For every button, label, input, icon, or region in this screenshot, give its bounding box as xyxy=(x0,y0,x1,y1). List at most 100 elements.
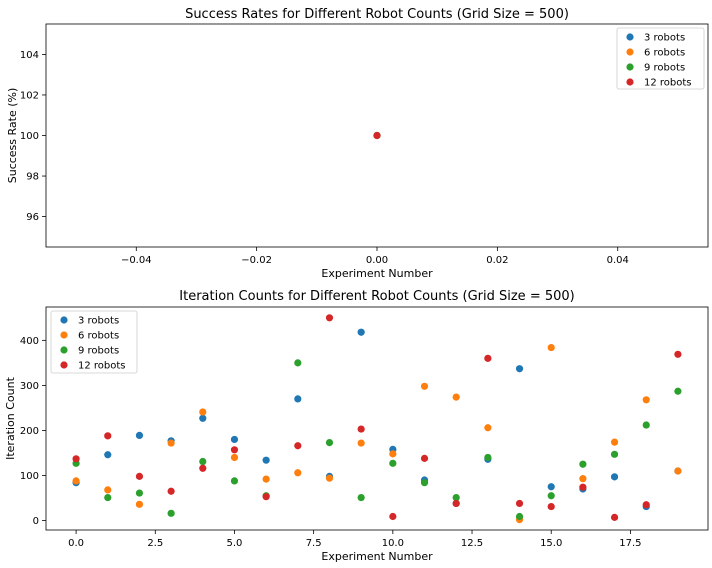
data-point xyxy=(199,414,207,422)
legend-box xyxy=(50,310,138,374)
data-point xyxy=(357,328,365,336)
legend-label: 12 robots xyxy=(78,361,126,372)
data-point xyxy=(294,442,302,450)
legend-box xyxy=(616,27,705,90)
data-point xyxy=(642,396,650,404)
legend-marker xyxy=(626,48,634,56)
y-axis-label: Iteration Count xyxy=(4,376,17,460)
x-axis: 0.0 2.5 5.0 7.5 10.0 12.5 15.0 17.5 xyxy=(68,530,642,549)
y-tick-label: 0 xyxy=(33,516,39,527)
data-point xyxy=(547,483,555,491)
data-point xyxy=(579,483,587,491)
data-point xyxy=(167,509,175,517)
legend-marker xyxy=(626,63,634,71)
data-point xyxy=(104,432,112,440)
data-point xyxy=(389,459,397,467)
legend-marker xyxy=(626,33,634,41)
legend-label: 6 robots xyxy=(78,331,119,342)
success-rate-chart: Success Rates for Different Robot Counts… xyxy=(6,7,709,280)
data-point xyxy=(420,454,429,462)
legend-marker xyxy=(60,331,68,339)
y-axis-label: Success Rate (%) xyxy=(6,88,19,184)
data-point xyxy=(72,477,80,485)
data-point xyxy=(420,382,429,390)
data-point xyxy=(104,493,112,502)
data-point xyxy=(230,453,239,462)
data-point xyxy=(642,501,650,509)
data-point xyxy=(452,499,460,508)
y-axis: 0 100 200 300 400 xyxy=(20,336,46,527)
data-point xyxy=(135,431,144,439)
data-point xyxy=(357,493,365,502)
data-point xyxy=(167,439,175,447)
x-axis-label: Experiment Number xyxy=(321,550,433,563)
y-tick-label: 300 xyxy=(20,381,39,392)
x-tick-label: 0.02 xyxy=(486,255,508,266)
legend-label: 9 robots xyxy=(78,346,119,357)
data-point xyxy=(230,435,239,444)
x-tick-label: 10.0 xyxy=(382,538,404,549)
data-point xyxy=(484,453,492,462)
y-tick-label: 200 xyxy=(20,426,39,437)
y-axis: 96 98 100 102 104 xyxy=(20,50,46,223)
data-point xyxy=(610,438,619,446)
data-point xyxy=(104,486,112,494)
legend-label: 3 robots xyxy=(78,316,119,327)
data-point xyxy=(515,512,524,521)
chart-title: Iteration Counts for Different Robot Cou… xyxy=(179,289,574,304)
data-point xyxy=(610,513,619,521)
legend-label: 12 robots xyxy=(644,78,692,89)
iteration-count-chart: Iteration Counts for Different Robot Cou… xyxy=(4,289,709,563)
x-tick-label: −0.04 xyxy=(121,255,152,266)
data-point xyxy=(674,387,682,395)
x-tick-label: 0.00 xyxy=(366,255,388,266)
y-tick-label: 100 xyxy=(20,471,39,482)
data-point xyxy=(199,408,207,416)
y-tick-label: 102 xyxy=(20,90,39,101)
data-point xyxy=(357,439,365,447)
legend-marker xyxy=(60,346,68,354)
x-tick-label: 12.5 xyxy=(461,538,483,549)
data-point xyxy=(104,451,112,459)
data-points xyxy=(72,314,682,524)
data-point xyxy=(199,464,207,472)
data-point xyxy=(674,467,682,475)
data-point xyxy=(325,314,334,322)
data-point xyxy=(262,456,270,464)
data-points xyxy=(373,131,381,140)
y-tick-label: 96 xyxy=(26,212,39,223)
data-point xyxy=(294,469,302,477)
x-tick-label: 2.5 xyxy=(147,538,163,549)
x-tick-label: −0.02 xyxy=(241,255,272,266)
y-tick-label: 100 xyxy=(20,131,39,142)
data-point xyxy=(373,131,381,140)
data-point xyxy=(135,472,144,480)
data-point xyxy=(452,393,460,401)
data-point xyxy=(579,475,587,483)
data-point xyxy=(484,424,492,432)
data-point xyxy=(135,489,144,497)
legend-marker xyxy=(626,78,634,86)
data-point xyxy=(135,500,144,508)
data-point xyxy=(674,350,682,358)
data-point xyxy=(547,343,555,352)
data-point xyxy=(515,499,524,508)
data-point xyxy=(262,493,270,501)
y-tick-label: 104 xyxy=(20,50,39,61)
x-tick-label: 7.5 xyxy=(306,538,322,549)
data-point xyxy=(230,446,239,454)
data-point xyxy=(452,493,460,502)
plot-area xyxy=(45,306,709,531)
data-point xyxy=(72,455,80,463)
legend: 3 robots 6 robots 9 robots 12 robots xyxy=(616,27,705,90)
legend-marker xyxy=(60,361,68,369)
legend-label: 6 robots xyxy=(644,48,685,59)
data-point xyxy=(484,354,492,362)
data-point xyxy=(610,473,619,481)
y-tick-label: 98 xyxy=(26,172,39,183)
data-point xyxy=(294,359,302,367)
x-tick-label: 17.5 xyxy=(619,538,641,549)
x-axis-label: Experiment Number xyxy=(321,267,433,280)
data-point xyxy=(420,479,429,487)
